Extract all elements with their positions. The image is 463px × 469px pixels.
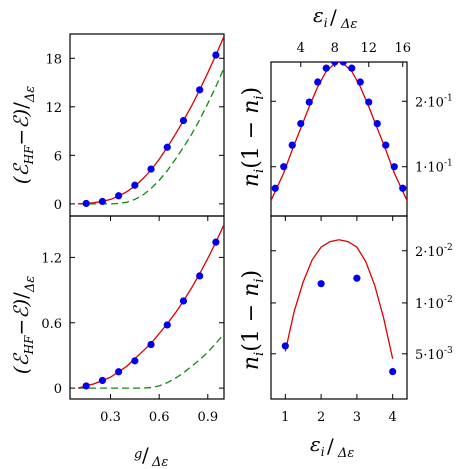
- data-point: [314, 78, 322, 86]
- data-point: [147, 340, 155, 349]
- svg-text:εi: εi: [310, 432, 325, 459]
- data-point: [297, 120, 305, 128]
- data-point: [196, 272, 204, 280]
- data-point: [179, 116, 188, 125]
- svg-text:εi: εi: [313, 3, 328, 30]
- data-point: [382, 141, 390, 149]
- axes-frame: [69, 215, 225, 400]
- data-point: [373, 120, 381, 128]
- panel-top-right: 2·10-1 1·10-1 4 8 12 16: [270, 41, 453, 217]
- data-point: [212, 238, 220, 246]
- svg-text:g: g: [134, 447, 142, 462]
- xtick-top-label: 16: [394, 41, 411, 56]
- panel-bottom-left: 0 0.6 1.2 0.3 0.6 0.9: [41, 215, 225, 425]
- xtick-label: 0.3: [100, 410, 121, 425]
- x2label-top-right: εi / Δε: [313, 3, 357, 32]
- data-point: [131, 181, 139, 189]
- ylabel-top-left: (ℰHF−ℰ)/Δε: [9, 86, 38, 185]
- svg-text:ni(1 − ni): ni(1 − ni): [239, 270, 267, 370]
- ylabel-bottom-left: (ℰHF−ℰ)/Δε: [9, 276, 38, 375]
- ytick-label: 2·10-2: [415, 243, 453, 260]
- ytick-label: 18: [45, 52, 62, 67]
- ytick-label: 1·10-2: [415, 295, 453, 312]
- data-point: [281, 342, 289, 350]
- svg-text:ni(1 − ni): ni(1 − ni): [239, 87, 267, 187]
- svg-text:Δε: Δε: [151, 455, 168, 469]
- ytick-label: 2·10-1: [415, 93, 453, 110]
- ytick-label: 1.2: [41, 251, 62, 266]
- ylabel-bottom-right: ni(1 − ni): [239, 270, 267, 370]
- data-point: [399, 184, 407, 192]
- data-point: [348, 64, 356, 72]
- data-point: [389, 367, 397, 376]
- data-point: [322, 64, 330, 72]
- data-point: [115, 192, 123, 200]
- data-point: [179, 297, 188, 305]
- data-point: [365, 98, 373, 106]
- solid-curve: [77, 224, 224, 389]
- axes-frame: [69, 33, 225, 217]
- ytick-label: 0: [54, 382, 62, 397]
- svg-text:(ℰHF−ℰ)/Δε: (ℰHF−ℰ)/Δε: [9, 276, 38, 375]
- data-point: [356, 78, 364, 86]
- data-point: [353, 274, 361, 282]
- data-point: [305, 98, 313, 106]
- ytick-label: 6: [54, 149, 62, 164]
- axes-frame: [270, 61, 408, 217]
- data-point: [98, 376, 107, 385]
- xtick-top-label: 4: [297, 41, 305, 56]
- data-point: [82, 199, 90, 208]
- panel-bottom-right: 2·10-2 1·10-2 5·10-3 1 2 3 4: [270, 215, 453, 425]
- data-point: [339, 62, 347, 66]
- data-point: [390, 163, 398, 171]
- panel-top-left: 0 6 12 18: [45, 33, 225, 217]
- svg-text:/: /: [327, 434, 334, 458]
- solid-curve: [271, 62, 407, 201]
- data-point: [147, 165, 155, 173]
- xtick-label: 0.9: [197, 410, 218, 425]
- ytick-label: 5·10-3: [415, 346, 453, 363]
- data-point: [212, 51, 220, 59]
- data-point: [317, 280, 325, 288]
- xtick-label: 2: [317, 410, 325, 425]
- data-point: [131, 357, 139, 365]
- solid-curve: [284, 239, 394, 359]
- xtick-top-label: 12: [360, 41, 377, 56]
- data-point: [115, 368, 123, 376]
- ytick-label: 1·10-1: [415, 159, 453, 176]
- svg-text:/: /: [330, 5, 337, 29]
- data-point: [163, 143, 171, 151]
- xtick-label: 0.6: [149, 410, 170, 425]
- data-point: [331, 62, 339, 66]
- svg-text:/: /: [142, 443, 149, 467]
- svg-text:(ℰHF−ℰ)/Δε: (ℰHF−ℰ)/Δε: [9, 86, 38, 185]
- svg-text:Δε: Δε: [337, 446, 354, 461]
- dashed-curve: [78, 67, 224, 205]
- data-point: [163, 321, 171, 329]
- dashed-curve: [78, 333, 224, 389]
- data-point: [271, 184, 279, 192]
- ylabel-top-right: ni(1 − ni): [239, 87, 267, 187]
- data-point: [288, 141, 296, 149]
- xlabel-left: g / Δε: [134, 443, 168, 469]
- data-point: [280, 163, 288, 171]
- data-point: [82, 382, 90, 390]
- axes-frame: [270, 215, 408, 400]
- xtick-label: 3: [353, 410, 361, 425]
- data-point: [98, 197, 107, 206]
- ytick-label: 0: [54, 198, 62, 213]
- solid-curve: [78, 36, 224, 205]
- xtick-label: 4: [389, 410, 397, 425]
- ytick-label: 12: [45, 101, 62, 116]
- data-point: [196, 86, 204, 94]
- ytick-label: 0.6: [41, 317, 62, 332]
- xlabel-bottom-right: εi / Δε: [310, 432, 354, 461]
- svg-text:Δε: Δε: [340, 17, 357, 32]
- xtick-top-label: 8: [331, 41, 339, 56]
- xtick-label: 1: [281, 410, 289, 425]
